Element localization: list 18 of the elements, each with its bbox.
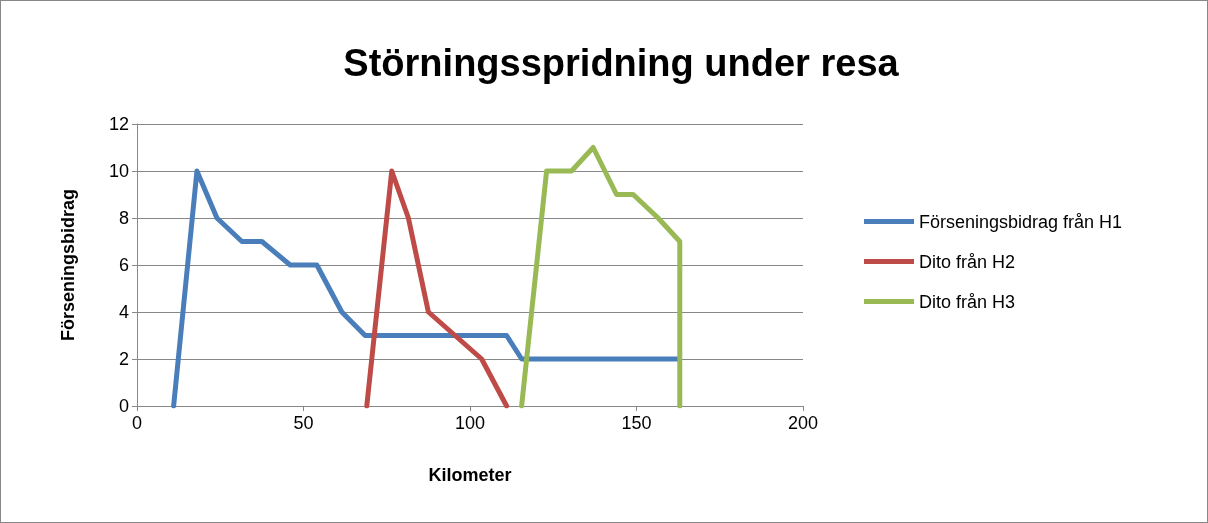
- y-tick-label: 4: [118, 302, 129, 322]
- y-tick-label: 0: [118, 396, 129, 416]
- y-tick-label: 12: [108, 114, 129, 134]
- x-tick-label: 100: [454, 413, 486, 433]
- y-tick-label: 2: [118, 349, 129, 369]
- x-tick-label: 200: [787, 413, 819, 433]
- legend-label: Dito från H2: [919, 251, 1016, 272]
- legend-label: Dito från H3: [919, 291, 1016, 312]
- x-tick-label: 50: [293, 413, 314, 433]
- x-tick-label: 150: [621, 413, 652, 433]
- y-axis-title: Förseningsbidrag: [58, 188, 78, 342]
- y-tick-label: 8: [118, 208, 129, 228]
- y-tick-label: 6: [118, 255, 129, 275]
- chart-title: Störningsspridning under resa: [343, 42, 900, 84]
- legend-label: Förseningsbidrag från H1: [919, 211, 1123, 232]
- x-axis-title: Kilometer: [428, 465, 512, 485]
- y-tick-label: 10: [108, 161, 129, 181]
- x-tick-label: 0: [131, 413, 143, 433]
